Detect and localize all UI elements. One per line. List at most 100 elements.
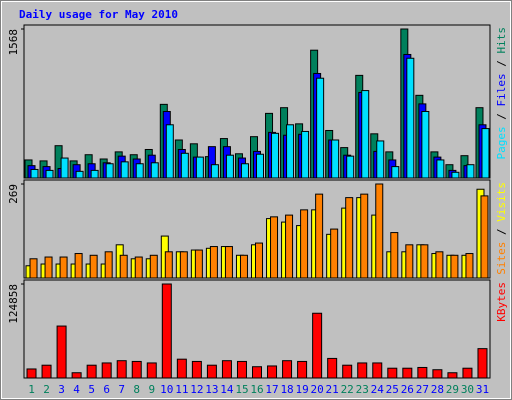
bar bbox=[436, 159, 445, 179]
y-max-label: 124858 bbox=[7, 284, 20, 324]
bar bbox=[372, 362, 383, 379]
bar bbox=[105, 163, 114, 179]
x-tick-label: 4 bbox=[73, 383, 80, 396]
bar bbox=[375, 183, 384, 279]
x-tick-label: 5 bbox=[88, 383, 95, 396]
bar bbox=[104, 251, 113, 279]
bar bbox=[221, 360, 232, 379]
bar bbox=[376, 140, 385, 179]
bar bbox=[417, 366, 428, 379]
x-tick-label: 26 bbox=[401, 383, 414, 396]
bar bbox=[191, 360, 202, 379]
bar bbox=[194, 249, 203, 279]
bar bbox=[29, 258, 38, 279]
bar bbox=[165, 124, 174, 179]
x-tick-label: 14 bbox=[220, 383, 234, 396]
bar bbox=[435, 251, 444, 279]
bar bbox=[451, 171, 460, 179]
bar bbox=[26, 368, 37, 379]
bar bbox=[195, 156, 204, 179]
x-tick-label: 3 bbox=[58, 383, 65, 396]
bar bbox=[270, 216, 279, 279]
bar bbox=[75, 170, 84, 179]
bar bbox=[30, 168, 39, 179]
bar bbox=[120, 161, 129, 179]
bar bbox=[134, 256, 143, 279]
bar bbox=[90, 169, 99, 179]
x-tick-label: 9 bbox=[148, 383, 155, 396]
bar bbox=[44, 256, 53, 279]
bar bbox=[60, 157, 69, 179]
x-tick-label: 11 bbox=[175, 383, 188, 396]
x-tick-label: 2 bbox=[43, 383, 50, 396]
bar bbox=[135, 163, 144, 179]
bar bbox=[239, 254, 248, 279]
bar bbox=[131, 360, 142, 379]
legend: Sites / Visits bbox=[495, 182, 508, 275]
y-max-label: 1568 bbox=[7, 29, 20, 56]
bar bbox=[150, 162, 159, 179]
x-tick-label: 20 bbox=[311, 383, 324, 396]
bar bbox=[342, 364, 353, 379]
bar bbox=[206, 364, 217, 379]
bar bbox=[300, 209, 309, 279]
x-tick-label: 21 bbox=[326, 383, 339, 396]
bar bbox=[71, 372, 82, 379]
chart-title: Daily usage for May 2010 bbox=[19, 8, 178, 21]
x-tick-label: 29 bbox=[446, 383, 459, 396]
legend: Pages / Files / Hits bbox=[495, 27, 508, 160]
bar bbox=[282, 360, 293, 379]
x-tick-label: 15 bbox=[235, 383, 248, 396]
bar bbox=[164, 251, 173, 279]
bar bbox=[86, 364, 97, 379]
bar bbox=[149, 254, 158, 279]
x-tick-label: 7 bbox=[118, 383, 125, 396]
bar bbox=[146, 362, 157, 379]
bar bbox=[74, 253, 83, 279]
x-tick-label: 19 bbox=[295, 383, 308, 396]
bar bbox=[357, 362, 368, 379]
bar bbox=[286, 124, 295, 179]
bar bbox=[330, 228, 339, 279]
bar bbox=[387, 367, 398, 379]
bar bbox=[402, 367, 413, 379]
bar bbox=[421, 110, 430, 179]
bar bbox=[301, 130, 310, 179]
bar bbox=[255, 242, 263, 279]
bar bbox=[432, 369, 443, 379]
x-tick-label: 28 bbox=[431, 383, 444, 396]
panel bbox=[23, 279, 491, 379]
bar bbox=[480, 195, 489, 279]
bar bbox=[267, 365, 278, 379]
bar bbox=[315, 193, 324, 279]
legend-separator: / bbox=[495, 107, 508, 127]
bar bbox=[465, 253, 474, 279]
bar bbox=[252, 366, 262, 379]
legend-entry: Files bbox=[495, 73, 508, 106]
x-tick-label: 8 bbox=[133, 383, 140, 396]
bar bbox=[420, 244, 429, 279]
bar bbox=[462, 367, 473, 379]
x-tick-label: 17 bbox=[265, 383, 278, 396]
bar bbox=[180, 152, 189, 179]
x-tick-label: 23 bbox=[356, 383, 369, 396]
bar bbox=[41, 364, 52, 379]
bar bbox=[89, 254, 98, 279]
bar bbox=[59, 256, 68, 279]
x-tick-label: 16 bbox=[250, 383, 263, 396]
bar bbox=[316, 77, 325, 179]
bar bbox=[405, 244, 414, 279]
bar bbox=[466, 164, 475, 179]
legend-separator: / bbox=[495, 222, 508, 242]
bar bbox=[256, 153, 264, 179]
x-tick-label: 18 bbox=[280, 383, 293, 396]
legend-entry: Visits bbox=[495, 182, 508, 222]
x-tick-label: 30 bbox=[461, 383, 474, 396]
bar bbox=[285, 214, 294, 279]
bar bbox=[450, 254, 459, 279]
bar bbox=[210, 164, 219, 179]
bar bbox=[481, 128, 490, 179]
bar bbox=[56, 325, 67, 379]
bar bbox=[390, 232, 399, 279]
bar bbox=[312, 312, 323, 379]
